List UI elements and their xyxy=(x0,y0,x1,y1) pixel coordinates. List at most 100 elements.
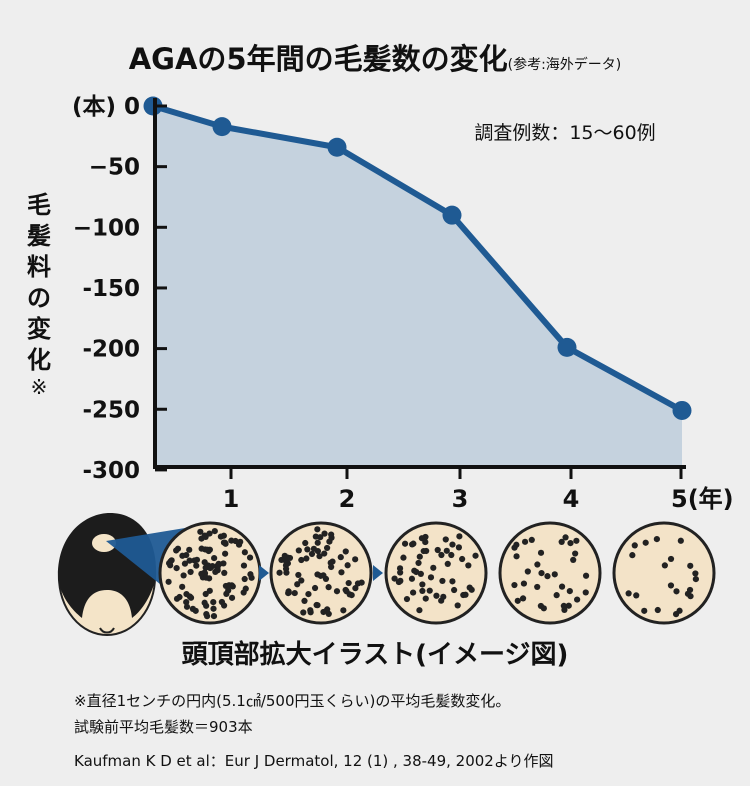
head-nose xyxy=(99,627,115,634)
hair-dot xyxy=(684,590,692,597)
hair-dot xyxy=(419,581,426,588)
hair-dot xyxy=(310,545,318,552)
hair-dot xyxy=(553,592,560,599)
scalp-zoom-circle xyxy=(498,521,602,625)
data-point xyxy=(212,117,232,137)
hair-dot xyxy=(210,613,218,620)
hair-dot xyxy=(395,578,403,586)
scalp-zoom-circle xyxy=(269,521,373,625)
hair-dot xyxy=(534,561,541,568)
hair-dot xyxy=(298,577,305,584)
hair-dot xyxy=(173,595,181,602)
x-tick-label: 4 xyxy=(563,485,580,513)
hair-dot xyxy=(540,605,547,612)
hair-dot xyxy=(203,574,210,581)
hair-dot xyxy=(321,530,328,537)
hair-dot xyxy=(653,536,660,543)
hair-dot xyxy=(294,581,301,588)
hair-dot xyxy=(544,573,551,580)
hair-dot xyxy=(528,536,535,543)
hair-dot xyxy=(582,572,590,579)
hair-dot xyxy=(642,539,649,546)
hair-dot xyxy=(320,608,327,616)
x-tick-label: 2 xyxy=(339,485,356,513)
hair-dot xyxy=(187,568,194,576)
hair-dot xyxy=(329,558,336,565)
hair-dot xyxy=(225,587,232,594)
hair-dot xyxy=(201,532,208,539)
hair-dot xyxy=(514,597,521,604)
hair-dot xyxy=(324,544,331,552)
hair-dot xyxy=(558,583,566,590)
hair-dot xyxy=(302,539,309,547)
hair-dot xyxy=(401,540,409,547)
y-axis-label-text: 毛髪料の変化 xyxy=(27,191,51,374)
hair-dot xyxy=(316,553,323,560)
hair-dot xyxy=(417,570,424,578)
hair-dot xyxy=(325,584,332,591)
hair-dot xyxy=(345,579,352,587)
hair-dot xyxy=(434,546,441,554)
hair-dot xyxy=(206,530,213,537)
hair-dot xyxy=(203,613,211,620)
hair-dot xyxy=(410,540,417,547)
hair-dot xyxy=(300,609,307,616)
y-tick-label: −100 xyxy=(73,215,140,241)
hair-dot xyxy=(282,565,290,573)
hair-dot xyxy=(426,587,433,594)
scalp-zoom-circle xyxy=(384,521,488,625)
hair-dot xyxy=(201,559,208,566)
scalp-zoom-circle xyxy=(158,521,262,625)
data-point xyxy=(672,400,692,420)
hair-dot xyxy=(215,560,222,567)
plot-area: (本) 0 −50 −100 -150 -200 -250 -300 1 2 3 4 5(年) xyxy=(72,94,734,513)
arrow-right-icon xyxy=(259,565,269,581)
hair-dot xyxy=(283,554,291,561)
hair-dot xyxy=(400,554,407,561)
hair-dot xyxy=(454,602,461,609)
x-tick-label: 1 xyxy=(223,485,240,513)
hair-dot xyxy=(304,546,311,553)
hair-dot xyxy=(443,547,450,554)
hair-dot xyxy=(433,592,440,599)
hair-dot xyxy=(246,554,254,561)
hair-dot xyxy=(415,559,422,567)
hair-dot xyxy=(422,595,429,602)
hair-dot xyxy=(240,589,247,596)
arrow-right-icon xyxy=(373,565,383,581)
hair-dot xyxy=(314,539,321,546)
hair-dot xyxy=(183,603,191,610)
hair-dot xyxy=(203,602,210,609)
hair-dot xyxy=(511,581,518,589)
hair-dot xyxy=(448,551,455,559)
hair-dot xyxy=(191,557,198,564)
hair-dot xyxy=(677,537,684,544)
hair-dot xyxy=(438,597,445,604)
hair-dot xyxy=(562,534,569,541)
hair-dot xyxy=(298,556,305,564)
hair-dot xyxy=(186,546,193,553)
hair-dot xyxy=(338,569,345,576)
hair-dot xyxy=(438,551,445,559)
hair-dot xyxy=(314,602,321,609)
hair-dot xyxy=(218,598,225,606)
hair-dot xyxy=(459,555,466,563)
hair-dot xyxy=(181,560,189,567)
hair-dot xyxy=(197,528,204,535)
hair-dot xyxy=(449,541,456,548)
hair-dot xyxy=(520,580,528,587)
hair-dot xyxy=(344,562,351,569)
hair-dot xyxy=(513,541,520,548)
hair-dot xyxy=(211,554,218,562)
hair-dot xyxy=(551,571,558,578)
hair-dot xyxy=(198,570,205,577)
hair-dot xyxy=(342,548,349,555)
hair-dot xyxy=(513,553,520,560)
hair-dot xyxy=(165,578,172,585)
hair-dot xyxy=(582,589,589,596)
hair-dot xyxy=(418,535,426,542)
data-point xyxy=(327,137,347,157)
hair-dot xyxy=(207,564,214,572)
hair-dot xyxy=(348,591,355,599)
scalp-circle xyxy=(158,521,262,625)
